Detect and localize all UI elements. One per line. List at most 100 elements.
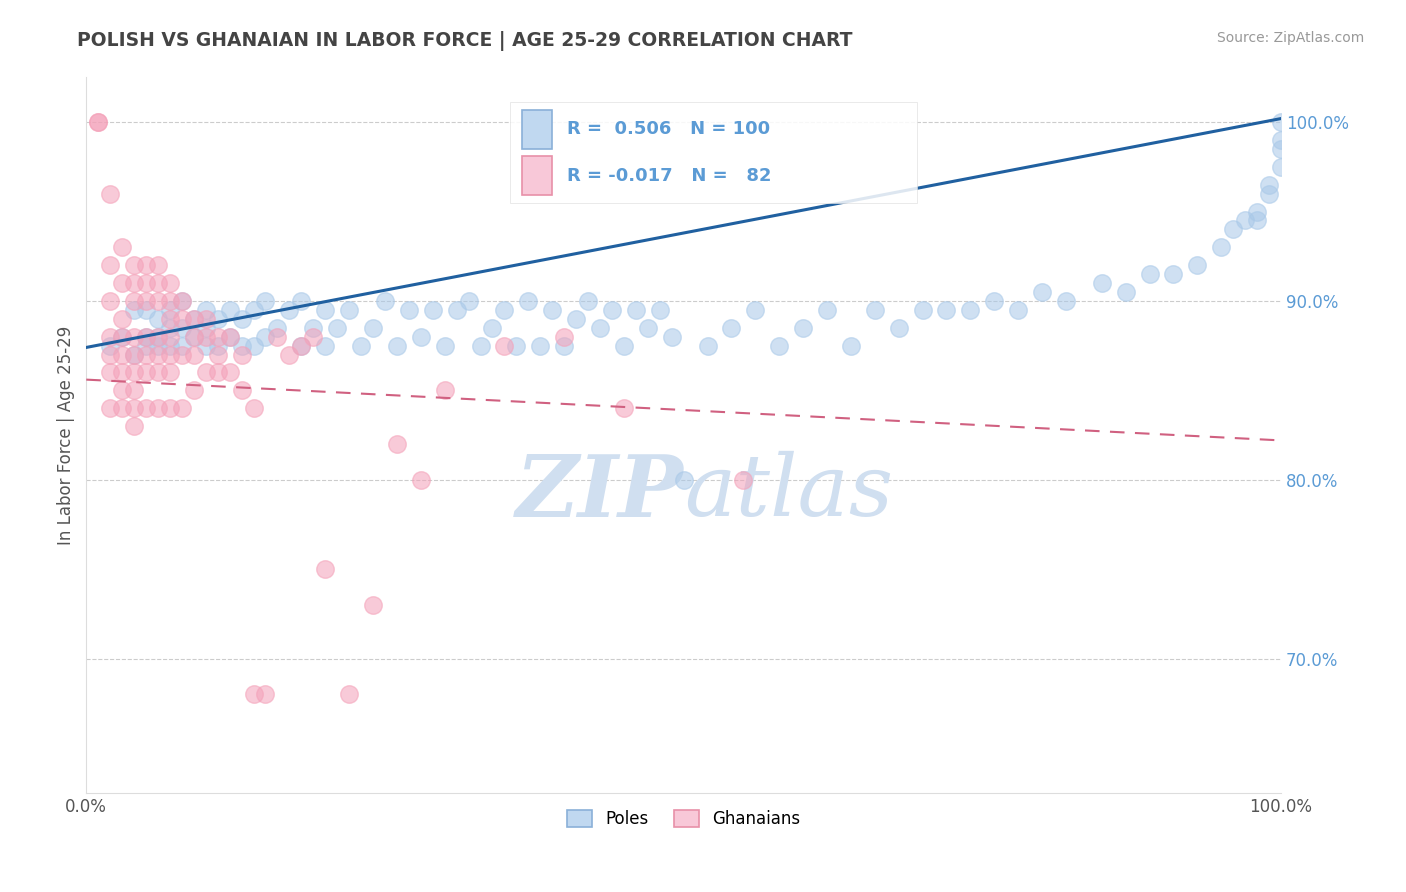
Point <box>146 311 169 326</box>
Point <box>111 329 134 343</box>
Point <box>194 338 217 352</box>
Point <box>1270 160 1292 174</box>
Point <box>385 437 408 451</box>
Point <box>481 320 503 334</box>
Point <box>661 329 683 343</box>
Point <box>1222 222 1244 236</box>
Point <box>135 293 157 308</box>
Point <box>183 384 205 398</box>
Point <box>433 338 456 352</box>
Point <box>194 302 217 317</box>
Point <box>135 366 157 380</box>
Point <box>350 338 373 352</box>
Point <box>183 311 205 326</box>
Point <box>135 401 157 416</box>
Point <box>159 302 181 317</box>
Point <box>1007 302 1029 317</box>
Point <box>146 348 169 362</box>
Point <box>98 366 121 380</box>
Point <box>1270 115 1292 129</box>
Point <box>911 302 934 317</box>
Point <box>600 302 623 317</box>
Point <box>696 338 718 352</box>
Point <box>494 302 516 317</box>
Point <box>231 348 253 362</box>
Point <box>337 687 360 701</box>
Point <box>409 329 432 343</box>
Point <box>218 302 240 317</box>
Point <box>242 338 264 352</box>
Point <box>135 302 157 317</box>
Point <box>242 401 264 416</box>
Point <box>529 338 551 352</box>
Point <box>1258 186 1281 201</box>
Point <box>111 366 134 380</box>
Point <box>1234 213 1257 227</box>
Point <box>122 276 145 290</box>
Point <box>111 276 134 290</box>
Point <box>398 302 420 317</box>
Point <box>242 302 264 317</box>
Point <box>170 401 193 416</box>
Point <box>326 320 349 334</box>
Point <box>135 329 157 343</box>
Point <box>207 348 229 362</box>
Point <box>648 302 671 317</box>
Point <box>1246 213 1268 227</box>
Point <box>613 401 636 416</box>
Point <box>792 320 814 334</box>
Point <box>935 302 957 317</box>
Point <box>135 258 157 272</box>
Point <box>720 320 742 334</box>
Point <box>122 302 145 317</box>
Point <box>409 473 432 487</box>
Point <box>1054 293 1077 308</box>
Point <box>314 562 336 576</box>
Point <box>887 320 910 334</box>
Point <box>135 329 157 343</box>
Point <box>159 320 181 334</box>
Point <box>254 687 277 701</box>
Text: Source: ZipAtlas.com: Source: ZipAtlas.com <box>1216 31 1364 45</box>
Point <box>146 401 169 416</box>
Point <box>111 329 134 343</box>
Point <box>1163 267 1185 281</box>
Point <box>159 293 181 308</box>
Point <box>207 366 229 380</box>
Point <box>122 348 145 362</box>
Point <box>517 293 540 308</box>
Point <box>146 329 169 343</box>
Point <box>87 115 110 129</box>
Point <box>266 329 288 343</box>
Legend: Poles, Ghanaians: Poles, Ghanaians <box>561 803 807 834</box>
Point <box>111 348 134 362</box>
Point <box>159 348 181 362</box>
Point <box>122 258 145 272</box>
Point <box>194 311 217 326</box>
Point <box>98 348 121 362</box>
Point <box>170 293 193 308</box>
Point <box>1211 240 1233 254</box>
Point <box>374 293 396 308</box>
Point <box>231 311 253 326</box>
Point <box>1258 178 1281 192</box>
Point <box>457 293 479 308</box>
Point <box>98 186 121 201</box>
Point <box>159 366 181 380</box>
Point <box>983 293 1005 308</box>
Point <box>111 401 134 416</box>
Point <box>146 276 169 290</box>
Point <box>231 384 253 398</box>
Point <box>254 293 277 308</box>
Point <box>194 320 217 334</box>
Point <box>863 302 886 317</box>
Point <box>839 338 862 352</box>
Point <box>170 338 193 352</box>
Point <box>122 401 145 416</box>
Point <box>576 293 599 308</box>
Point <box>815 302 838 317</box>
Point <box>218 329 240 343</box>
Point <box>207 338 229 352</box>
Point <box>553 338 575 352</box>
Point <box>135 276 157 290</box>
